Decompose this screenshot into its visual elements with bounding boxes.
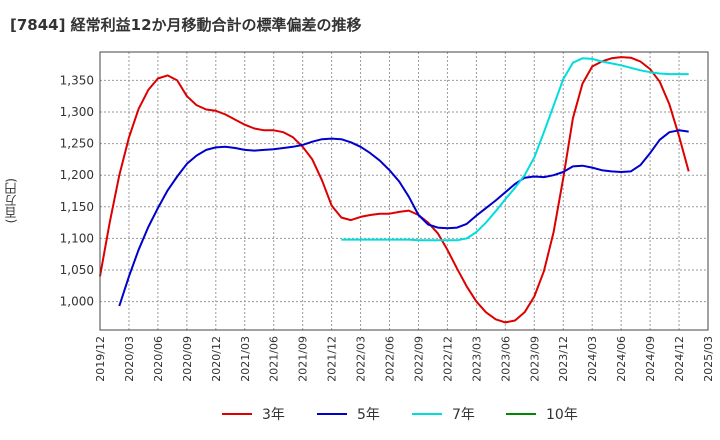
x-tick-label: 2022/06 — [384, 336, 397, 382]
legend-swatch — [412, 413, 442, 415]
y-tick-label: 1,250 — [60, 137, 94, 151]
x-tick-label: 2021/06 — [268, 336, 281, 382]
x-tick-label: 2023/06 — [499, 336, 512, 382]
x-tick-label: 2021/12 — [326, 336, 339, 382]
plot-background — [100, 52, 708, 330]
legend-item: 5年 — [317, 404, 380, 424]
x-tick-label: 2021/09 — [297, 336, 310, 382]
y-tick-label: 1,000 — [60, 295, 94, 309]
legend-item: 10年 — [506, 404, 578, 424]
chart-title: [7844] 経常利益12か月移動合計の標準偏差の推移 — [10, 16, 362, 34]
y-tick-label: 1,350 — [60, 73, 94, 87]
legend-item: 3年 — [222, 404, 285, 424]
x-tick-label: 2022/12 — [441, 336, 454, 382]
legend-swatch — [222, 413, 252, 415]
x-tick-label: 2020/12 — [210, 336, 223, 382]
plot-frame — [99, 51, 709, 331]
x-tick-label: 2020/06 — [152, 336, 165, 382]
legend-label: 7年 — [452, 407, 475, 423]
x-tick-label: 2022/09 — [412, 336, 425, 382]
y-tick-label: 1,050 — [60, 263, 94, 277]
legend-item: 7年 — [412, 404, 475, 424]
y-tick-label: 1,150 — [60, 200, 94, 214]
legend-swatch — [506, 413, 536, 415]
y-tick-label: 1,300 — [60, 105, 94, 119]
y-tick-label: 1,200 — [60, 168, 94, 182]
x-tick-label: 2023/12 — [557, 336, 570, 382]
legend-swatch — [317, 413, 347, 415]
x-tick-label: 2024/12 — [673, 336, 686, 382]
x-tick-label: 2025/03 — [702, 336, 715, 382]
x-tick-label: 2020/09 — [181, 336, 194, 382]
legend-label: 5年 — [357, 407, 380, 423]
series-line-7年 — [341, 57, 689, 242]
legend: 3年 5年 7年 10年 — [0, 404, 720, 426]
legend-label: 3年 — [262, 407, 285, 423]
series-line-3年 — [99, 56, 690, 324]
x-tick-label: 2024/03 — [586, 336, 599, 382]
x-tick-label: 2021/03 — [239, 336, 252, 382]
y-tick-label: 1,100 — [60, 231, 94, 245]
x-tick-label: 2020/03 — [123, 336, 136, 382]
series-line-5年 — [118, 129, 689, 307]
x-tick-label: 2024/06 — [615, 336, 628, 382]
x-tick-label: 2023/09 — [528, 336, 541, 382]
x-tick-label: 2019/12 — [94, 336, 107, 382]
x-tick-label: 2022/03 — [355, 336, 368, 382]
legend-label: 10年 — [546, 407, 578, 423]
x-tick-label: 2023/03 — [470, 336, 483, 382]
x-tick-label: 2024/09 — [644, 336, 657, 382]
